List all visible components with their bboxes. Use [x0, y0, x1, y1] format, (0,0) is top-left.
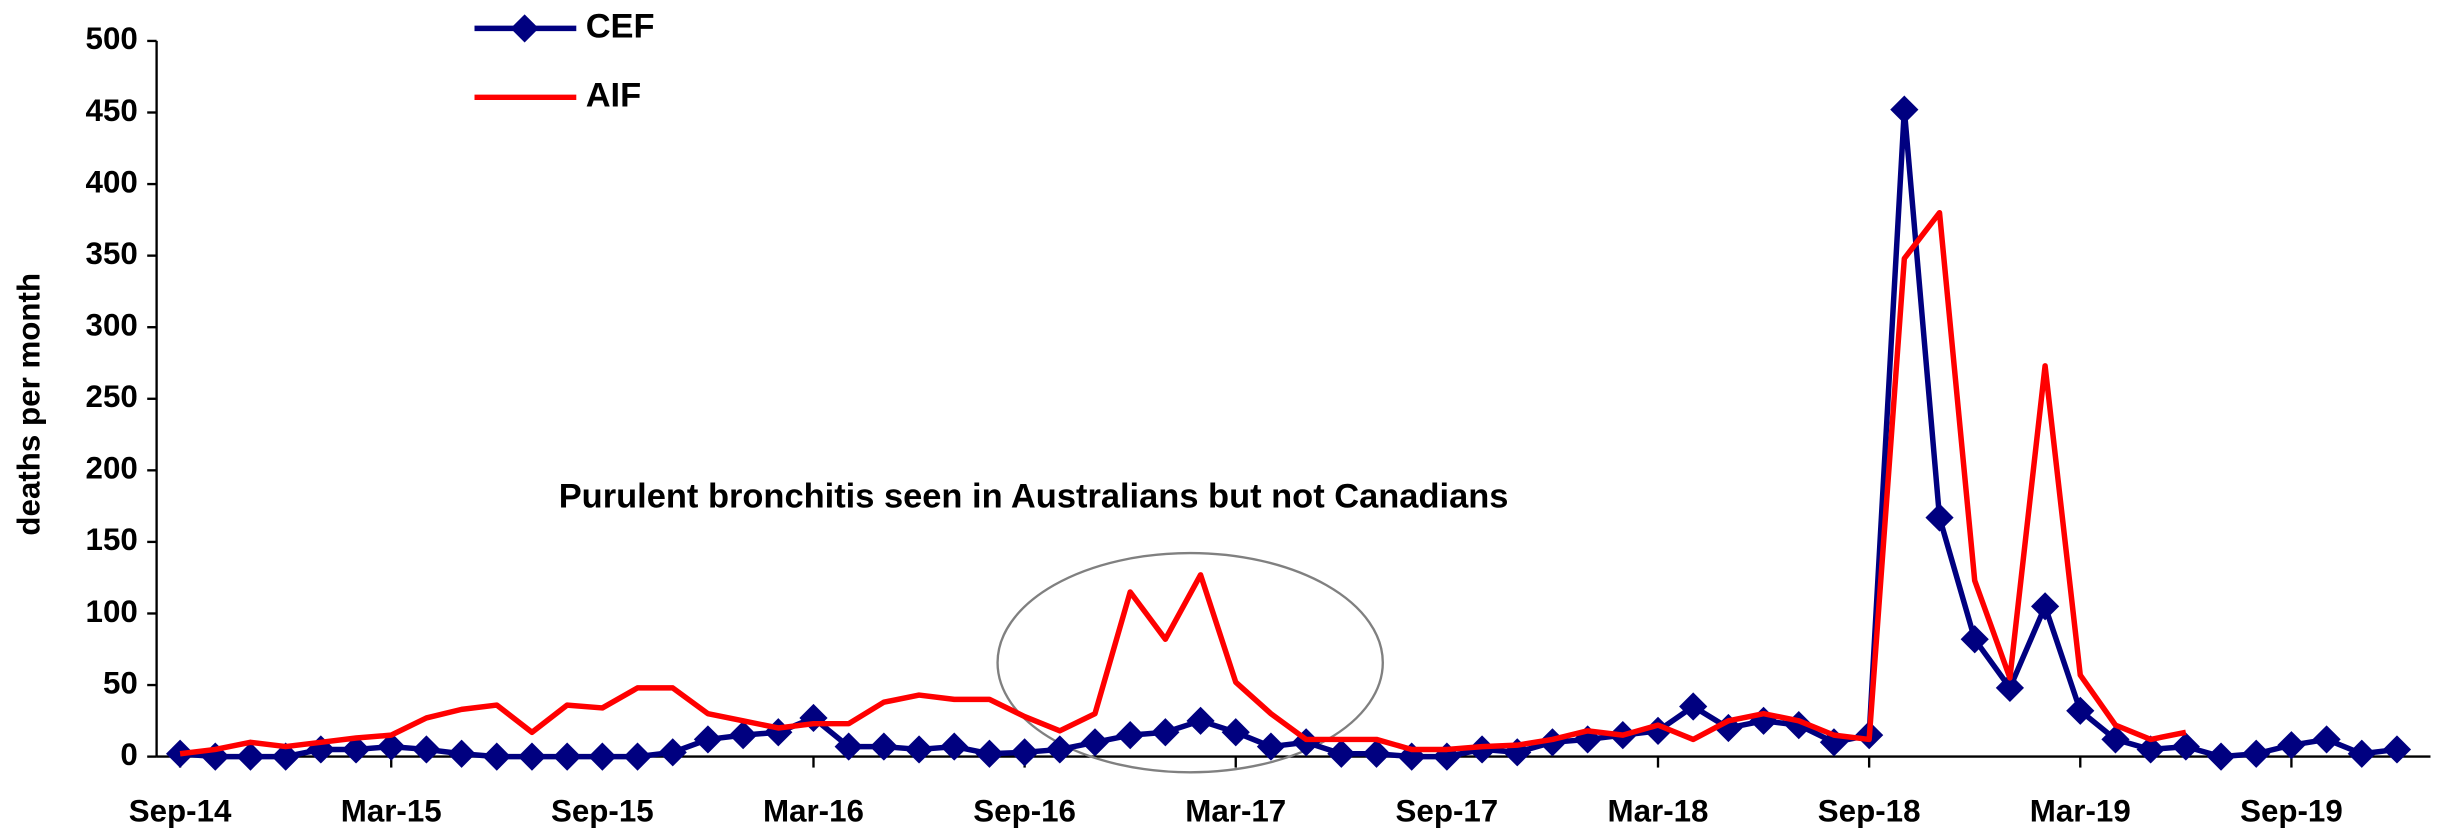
data-point — [1467, 735, 1497, 764]
data-point — [1256, 732, 1286, 761]
data-point — [1538, 728, 1567, 757]
x-tick-label: Sep-16 — [973, 793, 1076, 828]
data-point — [165, 739, 195, 768]
x-tick-label: Sep-15 — [551, 793, 654, 828]
data-point — [1819, 728, 1849, 757]
data-point — [1995, 673, 2024, 703]
data-point — [2136, 735, 2165, 764]
data-point — [588, 742, 617, 771]
y-tick-label: 200 — [86, 451, 138, 486]
y-tick-label: 450 — [86, 93, 138, 128]
data-point — [623, 742, 652, 771]
y-axis-title: deaths per month — [12, 273, 47, 536]
y-tick-label: 500 — [86, 21, 138, 56]
data-point — [341, 735, 371, 764]
y-tick-label: 150 — [86, 522, 138, 557]
data-point — [1960, 625, 1989, 654]
data-point — [729, 721, 758, 750]
data-point — [1080, 728, 1110, 757]
x-tick-label: Mar-16 — [763, 793, 864, 828]
legend-marker — [510, 14, 539, 43]
series-line — [179, 209, 2187, 757]
data-point — [2101, 725, 2130, 754]
y-tick-label: 300 — [86, 307, 138, 342]
data-point — [1186, 706, 1215, 735]
legend-label: AIF — [586, 76, 641, 114]
data-point — [1151, 718, 1180, 747]
series-line — [179, 106, 2398, 760]
y-tick-label: 400 — [86, 164, 138, 199]
data-point — [2277, 731, 2306, 760]
x-tick-label: Mar-17 — [1185, 793, 1286, 828]
data-point — [2242, 739, 2271, 768]
x-tick-label: Sep-14 — [129, 793, 232, 828]
data-point — [940, 732, 969, 761]
y-tick-label: 50 — [103, 665, 138, 700]
data-point — [482, 742, 511, 771]
y-tick-label: 350 — [86, 236, 138, 271]
data-point — [2347, 739, 2376, 768]
data-point — [1045, 735, 1074, 764]
data-point — [834, 732, 863, 761]
data-point — [2206, 742, 2236, 771]
y-tick-label: 100 — [86, 594, 138, 629]
data-point — [1327, 739, 1356, 768]
data-point — [1925, 503, 1954, 532]
data-point — [447, 739, 476, 768]
data-point — [2030, 592, 2060, 621]
annotation: Purulent bronchitis seen in Australians … — [559, 477, 1509, 515]
data-point — [693, 725, 723, 754]
data-point — [2312, 725, 2341, 754]
y-tick-label: 250 — [86, 379, 138, 414]
data-point — [1010, 738, 1039, 767]
data-point — [869, 732, 898, 761]
data-point — [553, 742, 582, 771]
data-point — [377, 732, 406, 761]
data-point — [517, 742, 547, 771]
data-point — [1221, 718, 1250, 747]
data-point — [764, 718, 793, 747]
x-tick-label: Mar-15 — [341, 793, 442, 828]
data-point — [236, 742, 265, 771]
x-tick-label: Sep-17 — [1396, 793, 1499, 828]
x-tick-label: Sep-18 — [1818, 793, 1921, 828]
data-point — [658, 738, 687, 767]
x-tick-label: Sep-19 — [2240, 793, 2343, 828]
data-point — [2382, 735, 2412, 764]
data-point — [1890, 95, 1919, 124]
highlight-ellipse — [996, 551, 1384, 774]
data-point — [2171, 732, 2200, 761]
data-point — [1292, 728, 1321, 757]
y-tick-label: 0 — [120, 737, 137, 772]
data-point — [1362, 739, 1391, 768]
x-tick-label: Mar-19 — [2030, 793, 2131, 828]
data-point — [904, 735, 934, 764]
legend-label: CEF — [586, 8, 655, 46]
x-tick-label: Mar-18 — [1608, 793, 1709, 828]
data-point — [975, 739, 1004, 768]
data-point — [1679, 692, 1708, 721]
data-point — [1116, 721, 1145, 750]
data-point — [412, 735, 441, 764]
data-point — [2066, 696, 2095, 725]
data-point — [1643, 716, 1673, 745]
data-point — [271, 742, 300, 771]
